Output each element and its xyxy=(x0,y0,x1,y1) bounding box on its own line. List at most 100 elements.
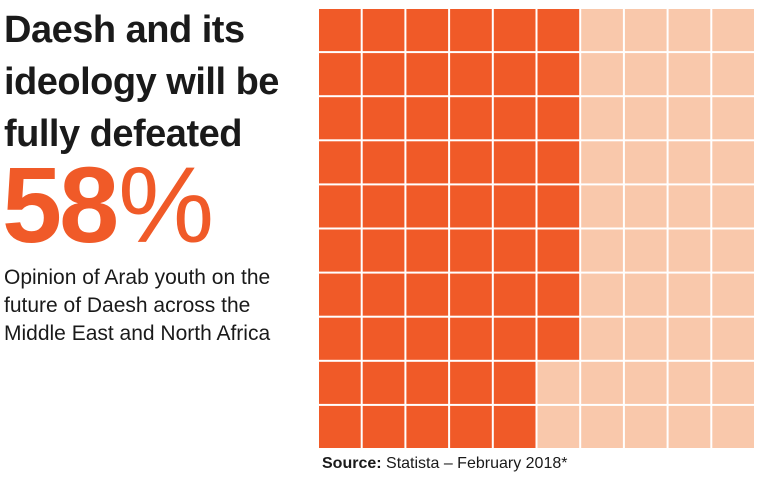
waffle-cell-filled xyxy=(493,361,536,404)
waffle-cell-filled xyxy=(406,317,449,360)
waffle-cell-empty xyxy=(668,361,711,404)
waffle-cell-empty xyxy=(668,97,711,140)
waffle-cell-filled xyxy=(493,141,536,184)
waffle-cell-filled xyxy=(362,185,405,228)
waffle-cell-filled xyxy=(319,405,361,448)
waffle-cell-filled xyxy=(450,53,492,96)
waffle-cell-empty xyxy=(581,273,623,316)
waffle-cell-empty xyxy=(712,317,754,360)
waffle-cell-empty xyxy=(581,229,623,272)
waffle-cell-filled xyxy=(406,185,449,228)
waffle-cell-empty xyxy=(712,361,754,404)
waffle-cell-filled xyxy=(537,141,580,184)
waffle-cell-empty xyxy=(581,53,623,96)
waffle-cell-filled xyxy=(493,229,536,272)
waffle-cell-empty xyxy=(712,53,754,96)
waffle-cell-empty xyxy=(668,9,711,52)
waffle-cell-empty xyxy=(581,185,623,228)
waffle-cell-filled xyxy=(362,273,405,316)
waffle-cell-filled xyxy=(537,9,580,52)
waffle-cell-filled xyxy=(406,273,449,316)
waffle-cell-filled xyxy=(537,185,580,228)
source-note: Source: Statista – February 2018* xyxy=(322,454,567,474)
source-text: Statista – February 2018* xyxy=(381,455,568,472)
waffle-cell-filled xyxy=(319,53,361,96)
waffle-chart xyxy=(319,9,754,448)
headline: Daesh and its ideology will be fully def… xyxy=(4,9,279,155)
waffle-cell-filled xyxy=(406,229,449,272)
waffle-cell-filled xyxy=(362,229,405,272)
waffle-cell-empty xyxy=(712,229,754,272)
waffle-cell-empty xyxy=(712,97,754,140)
waffle-cell-empty xyxy=(624,53,667,96)
waffle-cell-empty xyxy=(712,273,754,316)
waffle-cell-empty xyxy=(712,141,754,184)
waffle-cell-filled xyxy=(319,9,361,52)
waffle-cell-empty xyxy=(668,273,711,316)
percent-sign: % xyxy=(118,144,214,265)
waffle-cell-empty xyxy=(624,185,667,228)
waffle-cell-filled xyxy=(362,361,405,404)
waffle-cell-empty xyxy=(624,273,667,316)
waffle-cell-filled xyxy=(406,9,449,52)
waffle-cell-filled xyxy=(362,141,405,184)
waffle-cell-empty xyxy=(668,185,711,228)
waffle-cell-filled xyxy=(537,317,580,360)
waffle-cell-filled xyxy=(406,405,449,448)
waffle-cell-filled xyxy=(493,97,536,140)
waffle-cell-empty xyxy=(624,361,667,404)
waffle-cell-empty xyxy=(581,361,623,404)
waffle-cell-filled xyxy=(319,141,361,184)
waffle-cell-empty xyxy=(668,405,711,448)
description: Opinion of Arab youth on the future of D… xyxy=(4,266,271,345)
waffle-cell-filled xyxy=(319,361,361,404)
waffle-cell-filled xyxy=(406,97,449,140)
waffle-cell-filled xyxy=(450,229,492,272)
waffle-cell-empty xyxy=(537,361,580,404)
waffle-cell-filled xyxy=(362,405,405,448)
waffle-cell-filled xyxy=(319,273,361,316)
waffle-cell-filled xyxy=(362,9,405,52)
waffle-cell-empty xyxy=(624,141,667,184)
source-label: Source: xyxy=(322,455,382,472)
waffle-cell-filled xyxy=(450,317,492,360)
waffle-cell-filled xyxy=(450,9,492,52)
waffle-cell-filled xyxy=(493,53,536,96)
waffle-cell-filled xyxy=(362,317,405,360)
waffle-cell-filled xyxy=(319,97,361,140)
waffle-cell-filled xyxy=(493,185,536,228)
waffle-cell-filled xyxy=(362,97,405,140)
waffle-cell-filled xyxy=(406,361,449,404)
waffle-cell-filled xyxy=(406,53,449,96)
waffle-cell-filled xyxy=(450,141,492,184)
waffle-cell-filled xyxy=(493,9,536,52)
waffle-cell-filled xyxy=(319,229,361,272)
waffle-cell-filled xyxy=(537,229,580,272)
waffle-cell-filled xyxy=(450,97,492,140)
waffle-cell-empty xyxy=(581,405,623,448)
big-percent-value: 58% xyxy=(2,150,214,260)
waffle-cell-empty xyxy=(624,97,667,140)
waffle-cell-filled xyxy=(406,141,449,184)
waffle-cell-filled xyxy=(493,405,536,448)
waffle-cell-filled xyxy=(493,273,536,316)
waffle-cell-empty xyxy=(668,141,711,184)
waffle-cell-filled xyxy=(537,53,580,96)
waffle-chart-svg xyxy=(319,9,754,448)
waffle-cell-filled xyxy=(450,185,492,228)
waffle-cell-filled xyxy=(362,53,405,96)
waffle-cell-empty xyxy=(581,9,623,52)
percent-number: 58 xyxy=(2,144,119,265)
waffle-cell-empty xyxy=(537,405,580,448)
waffle-cell-filled xyxy=(319,185,361,228)
waffle-cell-empty xyxy=(668,317,711,360)
waffle-cell-empty xyxy=(712,185,754,228)
waffle-cell-empty xyxy=(712,9,754,52)
waffle-cell-filled xyxy=(537,97,580,140)
waffle-cell-empty xyxy=(668,229,711,272)
waffle-cell-empty xyxy=(668,53,711,96)
waffle-cell-filled xyxy=(537,273,580,316)
waffle-cell-filled xyxy=(493,317,536,360)
waffle-cell-filled xyxy=(450,361,492,404)
waffle-cell-empty xyxy=(712,405,754,448)
